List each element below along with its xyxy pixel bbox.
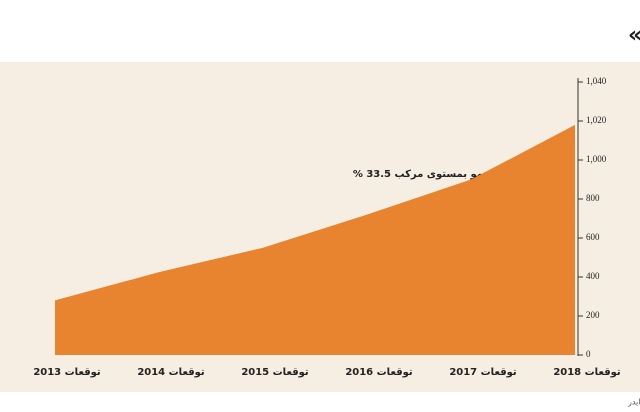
y-tick-label: 1,020 — [586, 115, 607, 125]
chart-title: عدد الهواتف المزودة بتقنية الدفع دون تما… — [628, 23, 640, 48]
y-tick-label: 1,040 — [586, 76, 607, 86]
x-tick-label: توقعات 2014 — [137, 367, 205, 378]
y-tick-label: 800 — [586, 193, 600, 203]
annotation: نمو بمستوى مركب 33.5 % — [353, 169, 487, 180]
area — [55, 124, 575, 356]
y-tick-label: 200 — [586, 310, 600, 320]
x-tick-label: توقعات 2015 — [241, 367, 309, 378]
y-tick-label: 600 — [586, 232, 600, 242]
x-tick-label: توقعات 2018 — [553, 367, 621, 378]
source: المصدر: بيزنس انسايدر — [627, 398, 640, 407]
x-tick-label: توقعات 2016 — [345, 367, 413, 378]
y-tick-label: 400 — [586, 271, 600, 281]
x-tick-label: توقعات 2013 — [33, 367, 101, 378]
y-tick-label: 1,000 — [586, 154, 607, 164]
x-tick-label: توقعات 2017 — [449, 367, 517, 378]
y-tick-label: 0 — [586, 349, 591, 359]
